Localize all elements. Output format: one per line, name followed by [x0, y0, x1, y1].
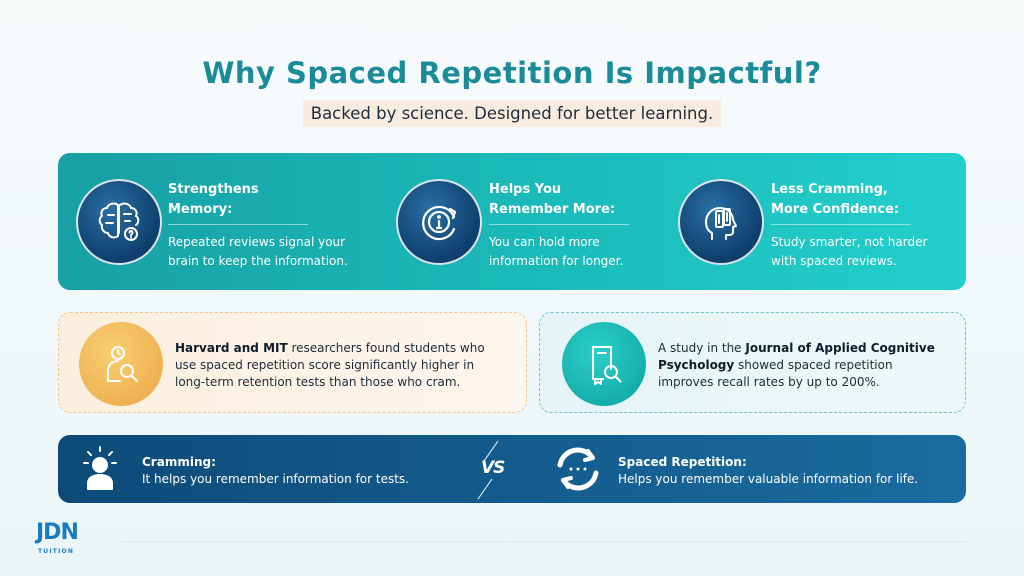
benefit-description-line: brain to keep the information. — [168, 254, 348, 268]
stressed-student-icon — [74, 443, 126, 495]
benefit-description-line: Repeated reviews signal your — [168, 235, 346, 249]
book-search-icon — [562, 322, 646, 406]
page-subtitle: Backed by science. Designed for better l… — [302, 100, 722, 127]
benefit-divider — [771, 224, 911, 225]
benefit-description-line: with spaced reviews. — [771, 254, 897, 268]
study-text-line: Harvard and MIT researchers found studen… — [175, 340, 485, 357]
brain-icon — [76, 179, 162, 265]
cramming-description: It helps you remember information for te… — [142, 472, 409, 486]
study-text: A study in the Journal of Applied Cognit… — [658, 340, 935, 391]
benefit-description-line: You can hold more — [489, 235, 600, 249]
study-highlight: Journal of Applied Cognitive — [745, 341, 935, 355]
logo-wordmark: JDN — [36, 520, 79, 545]
study-text-fragment: researchers found students who — [287, 341, 485, 355]
footer-divider — [122, 541, 966, 542]
spaced-repetition-title: Spaced Repetition: — [618, 455, 747, 469]
benefit-description: Repeated reviews signal your brain to ke… — [168, 233, 348, 271]
researcher-search-icon — [79, 322, 163, 406]
benefit-description-line: Study smarter, not harder — [771, 235, 928, 249]
benefits-banner: Strengthens Memory: Repeated reviews sig… — [58, 153, 966, 290]
study-text-fragment: showed spaced repetition — [734, 358, 893, 372]
benefit-remember-more: Helps You Remember More: You can hold mo… — [378, 153, 658, 290]
jdn-logo: JDN TUITION — [36, 520, 106, 564]
benefit-divider — [168, 224, 308, 225]
study-highlight: Harvard and MIT — [175, 341, 288, 355]
repeat-cycle-icon — [552, 443, 604, 495]
benefit-title: Strengthens Memory: — [168, 182, 259, 217]
study-card-harvard-mit: Harvard and MIT researchers found studen… — [58, 312, 527, 413]
study-highlight: Psychology — [658, 358, 735, 372]
study-text-line: use spaced repetition score significantl… — [175, 358, 475, 372]
benefit-description: You can hold more information for longer… — [489, 233, 623, 271]
study-card-journal: A study in the Journal of Applied Cognit… — [539, 312, 966, 413]
spaced-repetition-description: Helps you remember valuable information … — [618, 472, 919, 486]
logo-tagline: TUITION — [38, 548, 75, 555]
vs-divider — [477, 440, 499, 500]
info-refresh-icon — [396, 179, 482, 265]
study-text-line: A study in the Journal of Applied Cognit… — [658, 340, 935, 357]
benefit-divider — [489, 224, 629, 225]
benefit-title: Less Cramming, More Confidence: — [771, 182, 900, 217]
cramming-title: Cramming: — [142, 455, 216, 469]
benefit-description-line: information for longer. — [489, 254, 624, 268]
benefit-strengthens-memory: Strengthens Memory: Repeated reviews sig… — [58, 153, 358, 290]
benefit-less-cramming: Less Cramming, More Confidence: Study sm… — [660, 153, 960, 290]
study-text-line: improves recall rates by up to 200%. — [658, 375, 880, 389]
benefit-title: Helps You Remember More: — [489, 182, 616, 217]
study-text: Harvard and MIT researchers found studen… — [175, 340, 485, 391]
vs-label: VS — [481, 458, 505, 478]
page-title: Why Spaced Repetition Is Impactful? — [202, 56, 822, 90]
study-text-line: Psychology showed spaced repetition — [658, 357, 935, 374]
study-text-fragment: A study in the — [658, 341, 746, 355]
study-text-line: long-term retention tests than those who… — [175, 375, 461, 389]
comparison-banner: Cramming: It helps you remember informat… — [58, 435, 966, 503]
benefit-description: Study smarter, not harder with spaced re… — [771, 233, 927, 271]
head-book-icon — [678, 179, 764, 265]
